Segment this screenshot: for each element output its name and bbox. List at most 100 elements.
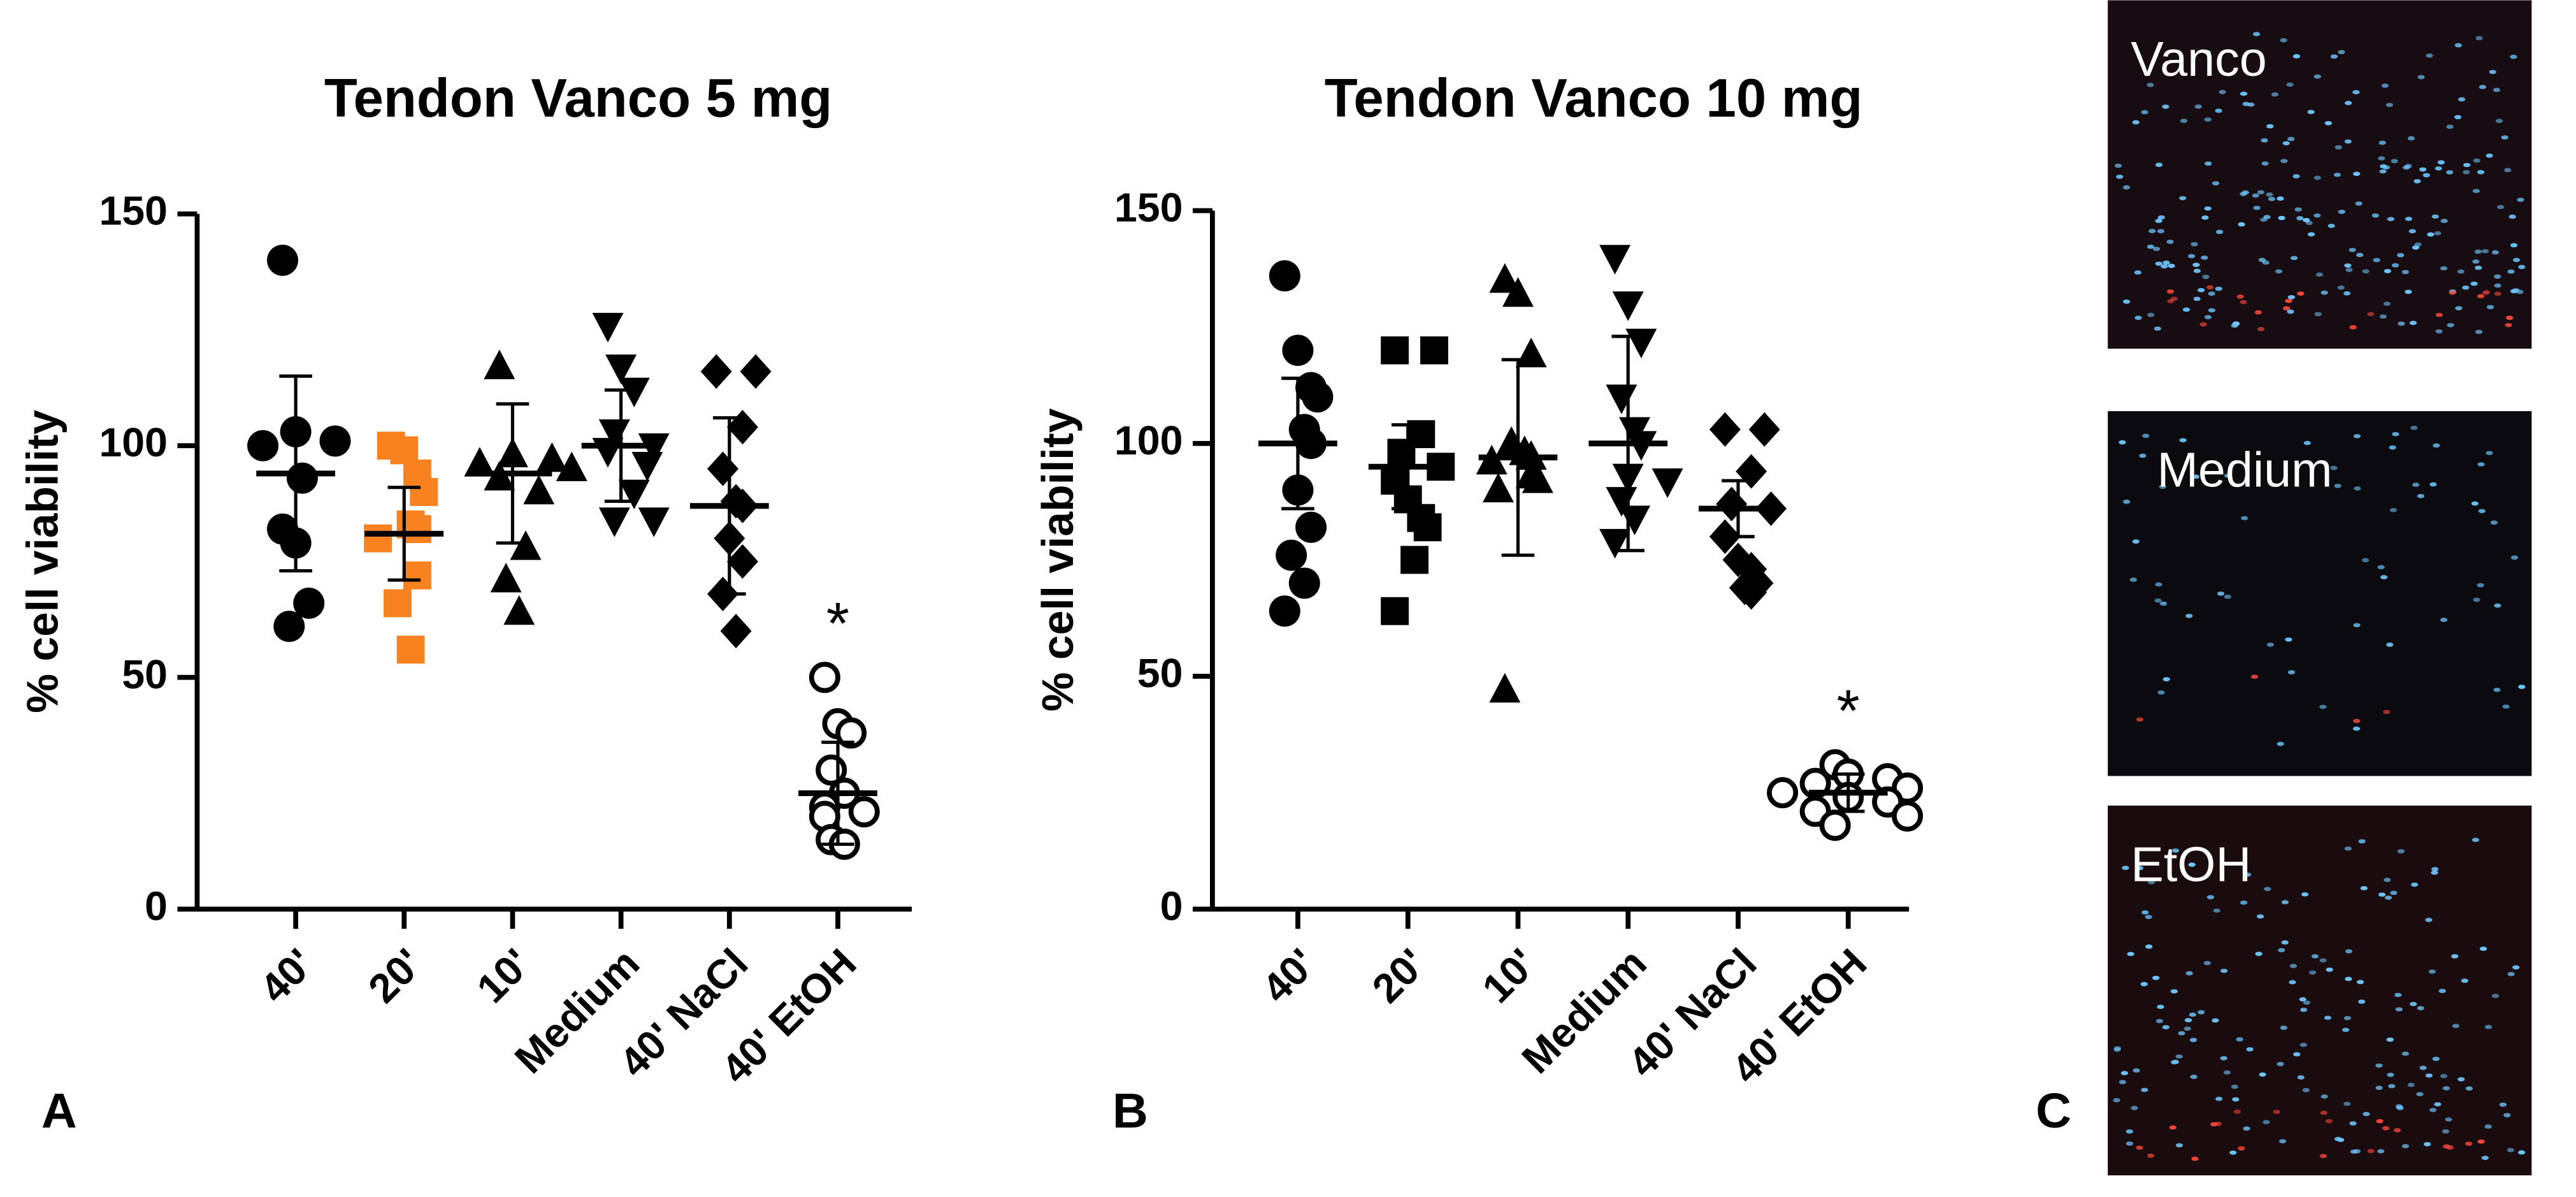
- cell-nucleus: [2463, 163, 2471, 168]
- cell-nucleus: [2252, 32, 2261, 36]
- cell-nucleus: [2385, 103, 2394, 107]
- cell-nucleus: [2215, 1096, 2223, 1101]
- cell-nucleus: [2197, 1010, 2205, 1015]
- cell-nucleus: [2412, 245, 2420, 250]
- cell-nucleus: [2335, 145, 2342, 150]
- cell-nucleus: [2506, 316, 2514, 320]
- cell-nucleus: [2133, 1068, 2140, 1073]
- cell-nucleus: [2435, 329, 2443, 334]
- cell-nucleus: [2179, 438, 2187, 443]
- cell-nucleus: [2243, 872, 2252, 877]
- panel-label: C: [2036, 1084, 2071, 1138]
- cell-nucleus: [2140, 982, 2148, 987]
- cell-nucleus: [2170, 1060, 2178, 1064]
- cell-nucleus: [2497, 205, 2505, 210]
- cell-nucleus: [2410, 425, 2418, 430]
- cell-nucleus: [2425, 917, 2433, 922]
- cell-nucleus: [2345, 949, 2353, 954]
- image-label: EtOH: [2131, 837, 2251, 892]
- cell-nucleus: [2289, 980, 2296, 985]
- data-point: [364, 524, 392, 553]
- cell-nucleus: [2240, 900, 2248, 905]
- cell-nucleus: [2349, 247, 2356, 252]
- data-point: [638, 507, 670, 537]
- cell-nucleus: [2405, 217, 2413, 221]
- cell-nucleus: [2219, 90, 2226, 94]
- cell-nucleus: [2129, 577, 2138, 582]
- cell-nucleus: [2330, 465, 2338, 470]
- data-point: [1599, 528, 1631, 559]
- cell-nucleus: [2440, 219, 2448, 223]
- cell-nucleus: [2122, 185, 2131, 190]
- cell-nucleus: [2437, 160, 2445, 165]
- cell-nucleus: [2246, 1047, 2254, 1052]
- image-label: Medium: [2157, 442, 2332, 497]
- cell-nucleus: [2256, 914, 2264, 919]
- cell-nucleus: [2113, 1046, 2122, 1051]
- cell-nucleus: [2170, 989, 2178, 994]
- cell-nucleus: [2139, 453, 2147, 458]
- cell-nucleus: [2362, 269, 2370, 274]
- cell-nucleus: [2204, 161, 2212, 166]
- cell-nucleus: [2119, 440, 2126, 445]
- cell-nucleus: [2371, 213, 2379, 218]
- data-point: [1381, 336, 1409, 365]
- cell-nucleus: [2382, 709, 2391, 715]
- cell-nucleus: [2126, 1141, 2134, 1146]
- cell-nucleus: [2410, 882, 2419, 887]
- cell-nucleus: [2419, 1065, 2427, 1070]
- data-point: [720, 613, 752, 649]
- y-tick-label: 50: [122, 651, 168, 697]
- chart-title: Tendon Vanco 5 mg: [324, 68, 832, 129]
- image-label: Vanco: [2131, 32, 2267, 87]
- cell-nucleus: [2307, 232, 2315, 236]
- cell-nucleus: [2307, 110, 2315, 115]
- cell-nucleus: [2367, 312, 2375, 317]
- cell-nucleus: [2494, 274, 2501, 279]
- chart-title: Tendon Vanco 10 mg: [1325, 68, 1863, 129]
- cell-nucleus: [2342, 1027, 2350, 1033]
- cell-nucleus: [2507, 971, 2515, 976]
- cell-nucleus: [2447, 323, 2454, 328]
- cell-nucleus: [2477, 1139, 2485, 1144]
- cell-nucleus: [2289, 964, 2298, 968]
- cell-nucleus: [2518, 265, 2526, 270]
- cell-nucleus: [2292, 174, 2300, 178]
- cell-nucleus: [2380, 575, 2388, 579]
- cell-nucleus: [2240, 516, 2249, 521]
- data-point: [1295, 511, 1327, 543]
- cell-nucleus: [2190, 1075, 2198, 1079]
- cell-nucleus: [2297, 1075, 2305, 1080]
- cell-nucleus: [2410, 1001, 2417, 1006]
- cell-nucleus: [2236, 294, 2244, 299]
- cell-nucleus: [2422, 173, 2430, 178]
- cell-nucleus: [2271, 92, 2279, 97]
- cell-nucleus: [2382, 1126, 2390, 1131]
- data-point: [1420, 336, 1448, 365]
- cell-nucleus: [2494, 283, 2501, 288]
- data-point: [1282, 335, 1314, 366]
- cell-nucleus: [2429, 482, 2437, 487]
- cell-nucleus: [2193, 296, 2201, 301]
- data-point: [266, 244, 298, 276]
- data-point: [247, 430, 279, 461]
- cell-nucleus: [2381, 83, 2389, 88]
- cell-nucleus: [2355, 201, 2363, 206]
- cell-nucleus: [2263, 215, 2271, 219]
- cell-nucleus: [2352, 726, 2361, 731]
- cell-nucleus: [2250, 674, 2259, 679]
- cell-nucleus: [2330, 54, 2338, 59]
- cell-nucleus: [2257, 326, 2265, 331]
- cell-nucleus: [2199, 322, 2207, 327]
- data-point: [293, 587, 325, 619]
- cell-nucleus: [2417, 1006, 2424, 1011]
- cell-nucleus: [2152, 975, 2160, 980]
- cell-nucleus: [2311, 954, 2319, 959]
- cell-nucleus: [2122, 499, 2131, 504]
- cell-nucleus: [2446, 170, 2454, 175]
- cell-nucleus: [2152, 247, 2161, 251]
- cell-nucleus: [2280, 38, 2287, 43]
- cell-nucleus: [2231, 1084, 2238, 1089]
- cell-nucleus: [2407, 1082, 2415, 1087]
- cell-nucleus: [2197, 287, 2205, 293]
